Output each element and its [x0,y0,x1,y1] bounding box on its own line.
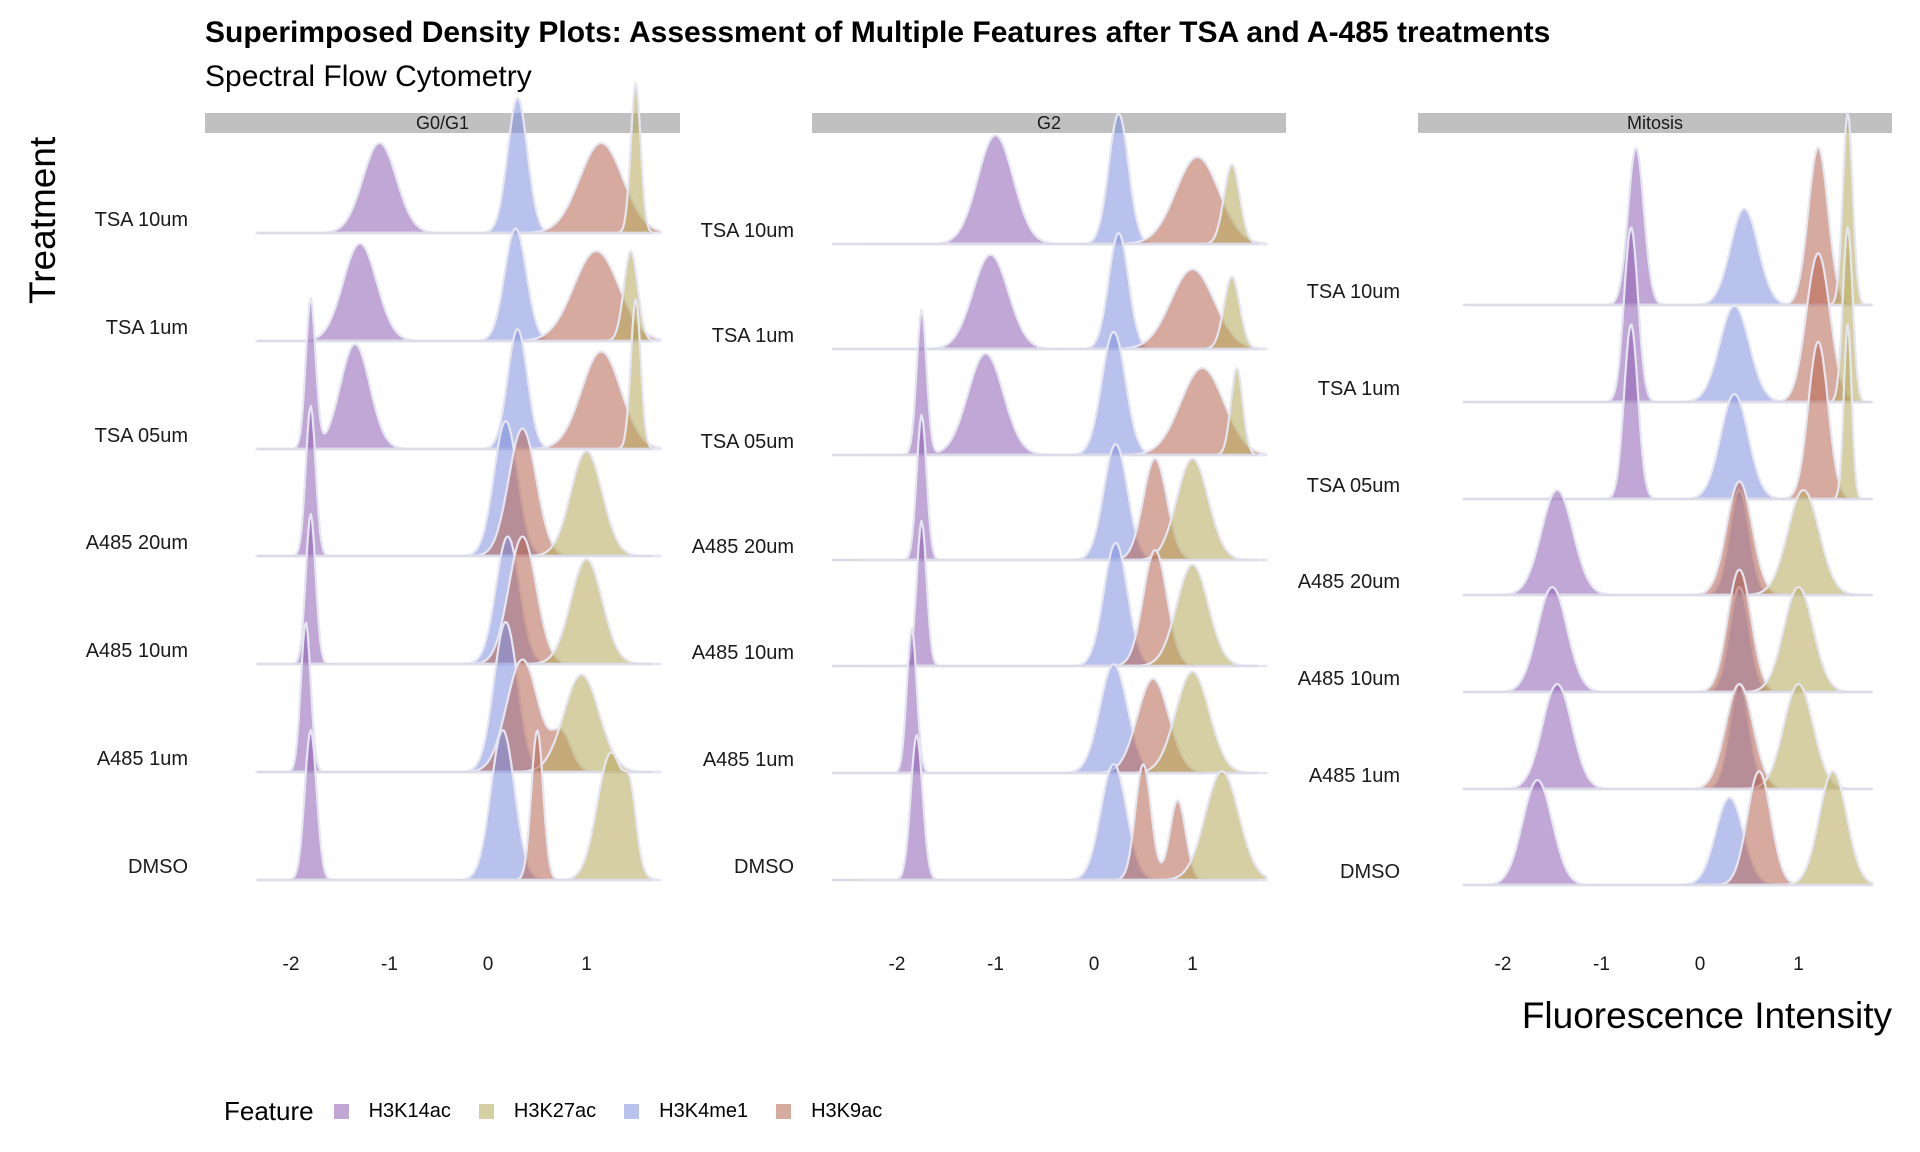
row-label-tsa-1um: TSA 1um [712,325,794,347]
legend-key-h3k27ac [478,1103,494,1119]
ridge-row-a485-1um: A485 1um [97,621,662,774]
legend-item-h3k4me1: H3K4me1 [624,1100,748,1123]
x-tick-label: -2 [889,954,906,975]
x-tick-label: 1 [1187,954,1198,975]
density-h3k9ac [255,249,662,343]
density-h3k9ac [1467,340,1874,501]
x-tick-label: -1 [381,954,398,975]
density-h3k9ac [861,155,1268,246]
row-label-a485-10um: A485 10um [1298,668,1400,690]
x-axis-label: Fluorescence Intensity [1521,995,1892,1036]
row-label-tsa-05um: TSA 05um [701,431,794,453]
legend-key-h3k9ac [776,1103,792,1119]
ridge-row-a485-10um: A485 10um [692,519,1268,668]
row-label-tsa-10um: TSA 10um [95,209,188,231]
row-label-dmso: DMSO [128,856,188,878]
ridge-row-tsa-10um: TSA 10um [1307,111,1874,307]
chart-subtitle: Spectral Flow Cytometry [205,60,532,93]
ridge-row-tsa-05um: TSA 05um [701,308,1268,457]
ridge-row-a485-20um: A485 20um [692,413,1268,562]
row-label-a485-10um: A485 10um [692,642,794,664]
row-label-tsa-1um: TSA 1um [1318,378,1400,400]
ridge-row-dmso: DMSO [1340,770,1874,887]
legend-label-h3k4me1: H3K4me1 [659,1099,749,1122]
ridge-row-tsa-10um: TSA 10um [95,82,662,235]
legend: Feature H3K14ac H3K27ac H3K4me1 H3K9ac [224,1096,910,1126]
ridge-row-dmso: DMSO [734,734,1268,882]
row-label-a485-20um: A485 20um [1298,571,1400,593]
row-label-tsa-10um: TSA 10um [701,220,794,242]
ridge-row-tsa-05um: TSA 05um [95,296,662,451]
legend-item-h3k9ac: H3K9ac [776,1100,882,1123]
row-label-dmso: DMSO [734,856,794,878]
legend-title: Feature [224,1095,314,1126]
legend-key-h3k14ac [333,1103,349,1119]
row-label-a485-20um: A485 20um [692,536,794,558]
facet-strip-label: Mitosis [1627,113,1683,133]
legend-key-h3k4me1 [624,1103,640,1119]
legend-item-h3k27ac: H3K27ac [478,1099,597,1123]
ridge-row-a485-1um: A485 1um [703,627,1268,775]
ridge-row-tsa-1um: TSA 1um [712,231,1268,351]
x-tick-label: -2 [1495,954,1512,975]
row-label-a485-1um: A485 1um [703,749,794,771]
facet-panel-g2: G2 TSA 10um TSA 1um TSA 05um A485 20um A485 1… [692,112,1286,975]
facet-strip-mitosis [1418,113,1892,133]
ridge-row-tsa-1um: TSA 1um [106,227,662,343]
ridge-row-tsa-05um: TSA 05um [1307,323,1874,501]
ridge-row-dmso: DMSO [128,729,662,882]
facet-strip-label: G2 [1037,113,1061,133]
x-tick-label: 0 [1089,954,1100,975]
x-tick-label: 0 [483,954,494,975]
ridge-row-tsa-10um: TSA 10um [701,112,1268,246]
ridge-row-a485-20um: A485 20um [86,405,662,558]
facet-strip-label: G0/G1 [416,113,469,133]
row-label-tsa-10um: TSA 10um [1307,281,1400,303]
x-tick-label: 1 [581,954,592,975]
facet-strip-g2 [812,113,1286,133]
row-label-dmso: DMSO [1340,861,1400,883]
ridge-row-tsa-1um: TSA 1um [1318,226,1874,404]
legend-label-h3k27ac: H3K27ac [513,1099,597,1122]
row-label-tsa-05um: TSA 05um [1307,475,1400,497]
x-tick-label: 0 [1695,954,1706,975]
ridge-row-a485-10um: A485 10um [1298,568,1874,694]
legend-label-h3k14ac: H3K14ac [368,1099,451,1122]
density-h3k9ac [255,141,662,235]
legend-label-h3k9ac: H3K9ac [811,1099,883,1122]
row-label-a485-1um: A485 1um [97,748,188,770]
legend-item-h3k14ac: H3K14ac [333,1099,451,1123]
ridge-row-a485-1um: A485 1um [1309,682,1874,791]
row-label-a485-20um: A485 20um [86,532,188,554]
row-label-tsa-05um: TSA 05um [95,425,188,447]
ridge-row-a485-10um: A485 10um [86,513,662,666]
facet-strip-g0-g1 [205,113,680,133]
x-tick-label: -1 [1593,954,1610,975]
x-tick-label: -1 [987,954,1004,975]
row-label-a485-1um: A485 1um [1309,765,1400,787]
row-label-tsa-1um: TSA 1um [106,317,188,339]
x-tick-label: 1 [1793,954,1804,975]
chart-title: Superimposed Density Plots: Assessment o… [205,16,1551,49]
facet-panel-mitosis: Mitosis TSA 10um TSA 1um TSA 05um A485 20um A… [1298,111,1892,975]
facet-panel-g0-g1: G0/G1 TSA 10um TSA 1um TSA 05um A485 20um A48… [86,82,680,975]
x-tick-label: -2 [283,954,300,975]
row-label-a485-10um: A485 10um [86,640,188,662]
